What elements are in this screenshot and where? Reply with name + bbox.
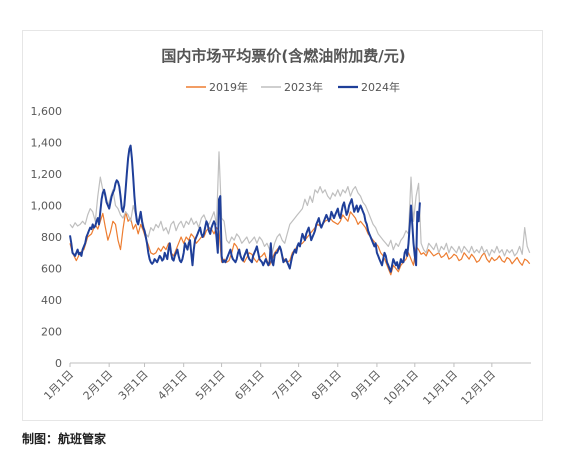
y-tick-label: 800: [41, 231, 62, 244]
legend-label-2: 2023年: [284, 80, 323, 94]
x-tick-label: 8月1日: [309, 368, 344, 403]
x-tick-label: 3月1日: [116, 368, 151, 403]
x-tick-label: 4月1日: [155, 368, 190, 403]
y-tick-label: 1,600: [31, 105, 63, 118]
chart-frame: 国内市场平均票价(含燃油附加费/元) 2019年 2023年 2024年 0 200 400…: [22, 30, 543, 421]
x-tick-label: 2月1日: [81, 368, 116, 403]
x-tick-label: 12月1日: [458, 368, 498, 408]
x-tick-label: 7月1日: [270, 368, 305, 403]
x-tick-label: 6月1日: [232, 368, 267, 403]
y-tick-label: 200: [41, 326, 62, 339]
series-line-2: [69, 151, 531, 257]
x-tick-label: 11月1日: [420, 368, 460, 408]
legend-label-3: 2024年: [361, 80, 400, 94]
x-tick-label: 10月1日: [381, 368, 421, 408]
legend-label-1: 2019年: [209, 80, 248, 94]
chart-title: 国内市场平均票价(含燃油附加费/元): [161, 47, 405, 65]
chart-credit: 制图：航班管家: [22, 432, 107, 446]
x-tick-label: 9月1日: [348, 368, 383, 403]
series-line-3: [69, 144, 421, 273]
y-tick-label: 1,400: [31, 137, 63, 150]
series-line-1: [69, 211, 531, 276]
y-tick-label: 1,200: [31, 168, 63, 181]
y-tick-label: 1,000: [31, 200, 63, 213]
y-tick-label: 600: [41, 263, 62, 276]
x-tick-label: 1月1日: [41, 368, 76, 403]
y-tick-label: 0: [55, 357, 62, 370]
x-tick-label: 5月1日: [193, 368, 228, 403]
line-chart: 国内市场平均票价(含燃油附加费/元) 2019年 2023年 2024年 0 200 400…: [31, 47, 531, 408]
y-tick-label: 400: [41, 294, 62, 307]
